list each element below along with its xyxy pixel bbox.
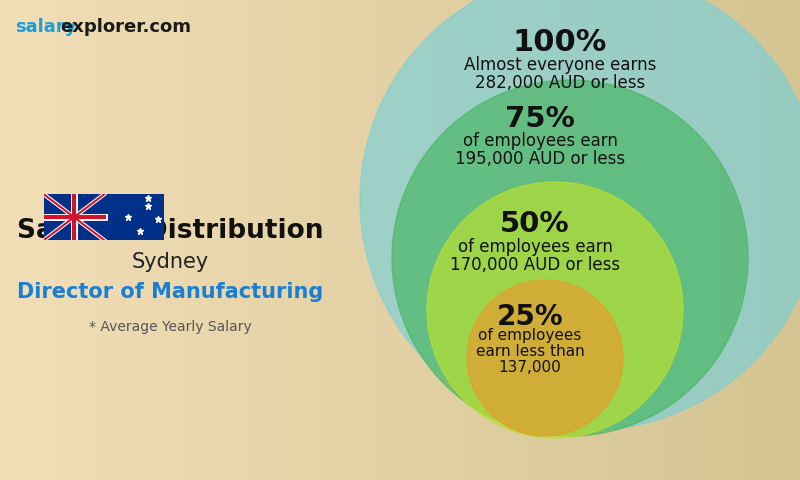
Text: * Average Yearly Salary: * Average Yearly Salary bbox=[89, 320, 251, 334]
Text: earn less than: earn less than bbox=[476, 344, 584, 359]
Text: Sydney: Sydney bbox=[131, 252, 209, 272]
Text: 282,000 AUD or less: 282,000 AUD or less bbox=[475, 74, 645, 92]
Text: of employees earn: of employees earn bbox=[462, 132, 618, 150]
Text: salary: salary bbox=[15, 18, 76, 36]
Text: 170,000 AUD or less: 170,000 AUD or less bbox=[450, 256, 620, 274]
Text: 100%: 100% bbox=[513, 28, 607, 57]
Text: of employees earn: of employees earn bbox=[458, 238, 613, 256]
Text: 25%: 25% bbox=[497, 303, 563, 331]
Text: Salaries Distribution: Salaries Distribution bbox=[17, 218, 323, 244]
Text: 137,000: 137,000 bbox=[498, 360, 562, 375]
Text: 195,000 AUD or less: 195,000 AUD or less bbox=[455, 150, 625, 168]
Circle shape bbox=[392, 80, 748, 436]
Text: 50%: 50% bbox=[500, 210, 570, 238]
Circle shape bbox=[427, 182, 683, 438]
Text: of employees: of employees bbox=[478, 328, 582, 343]
Text: 75%: 75% bbox=[505, 105, 575, 133]
Circle shape bbox=[467, 280, 623, 436]
Text: Director of Manufacturing: Director of Manufacturing bbox=[17, 282, 323, 302]
Circle shape bbox=[360, 0, 800, 430]
Text: Almost everyone earns: Almost everyone earns bbox=[464, 56, 656, 74]
Text: explorer.com: explorer.com bbox=[60, 18, 191, 36]
